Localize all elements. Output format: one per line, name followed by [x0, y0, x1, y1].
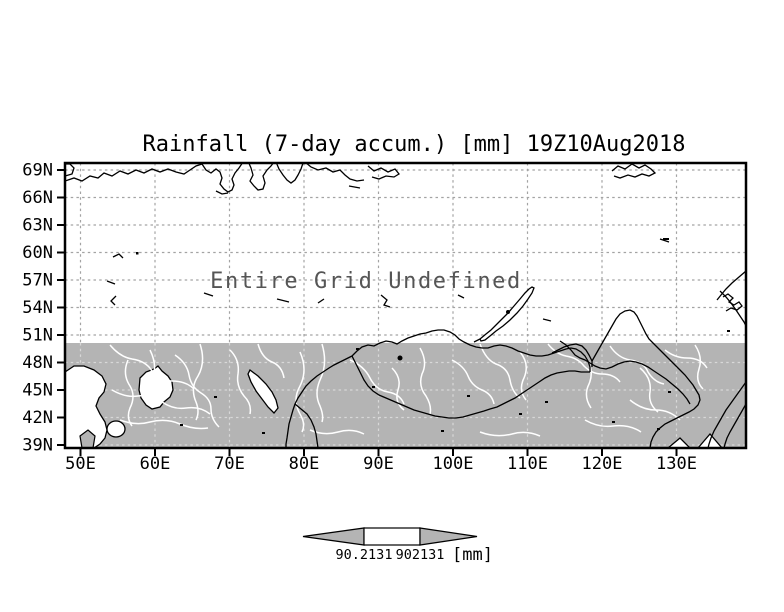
- map-frame: [63, 161, 748, 450]
- y-axis-tick-label: 45N: [22, 381, 53, 401]
- colorbar-left-value: 90.2131: [336, 547, 393, 563]
- entire-grid-undefined-message: Entire Grid Undefined: [210, 269, 522, 294]
- x-axis-tick-label: 80E: [289, 454, 320, 474]
- y-axis-tick-label: 57N: [22, 271, 53, 291]
- x-axis-tick-label: 120E: [582, 454, 623, 474]
- y-axis-tick-label: 48N: [22, 353, 53, 373]
- y-axis-tick-label: 39N: [22, 436, 53, 456]
- small-lakes-group: [136, 238, 730, 434]
- colorbar-units-label: [mm]: [452, 545, 493, 565]
- axis-ticks: [57, 169, 678, 456]
- x-axis-tick-label: 50E: [65, 454, 96, 474]
- colorbar-center-cell: [363, 527, 421, 546]
- y-axis-tick-label: 42N: [22, 408, 53, 428]
- coastal-bay-2: [666, 437, 691, 448]
- colorbar: 90.2131 902131 [mm]: [302, 527, 493, 565]
- y-axis-tick-label: 66N: [22, 188, 53, 208]
- colorbar-right-value: 902131: [396, 547, 445, 563]
- x-axis-tick-label: 110E: [507, 454, 548, 474]
- lake-baikal: [479, 286, 535, 342]
- y-axis-tick-label: 60N: [22, 243, 53, 263]
- colorbar-left-arrow: [302, 527, 365, 546]
- y-axis-labels: 69N 66N 63N 60N 57N 54N 51N 48N 45N 42N …: [22, 161, 53, 456]
- plot-title: Rainfall (7-day accum.) [mm] 19Z10Aug201…: [142, 132, 685, 157]
- rivers-group: [109, 343, 708, 437]
- lake-balkhash: [247, 369, 279, 414]
- caspian-sea: [65, 365, 108, 448]
- y-axis-tick-label: 54N: [22, 298, 53, 318]
- x-axis-tick-label: 100E: [433, 454, 474, 474]
- y-axis-tick-label: 51N: [22, 326, 53, 346]
- x-axis-tick-label: 130E: [656, 454, 697, 474]
- x-axis-labels: 50E 60E 70E 80E 90E 100E 110E 120E 130E: [65, 454, 697, 474]
- gridlines-white-band: [65, 163, 746, 343]
- x-axis-tick-label: 90E: [363, 454, 394, 474]
- colorbar-right-arrow: [419, 527, 478, 546]
- caspian-peninsula: [79, 429, 96, 448]
- y-axis-tick-label: 69N: [22, 161, 53, 181]
- aral-sea: [138, 365, 174, 410]
- x-axis-tick-label: 60E: [140, 454, 171, 474]
- y-axis-tick-label: 63N: [22, 216, 53, 236]
- x-axis-tick-label: 70E: [214, 454, 245, 474]
- kara-bogaz-lagoon: [106, 420, 126, 438]
- coastlines-borders-group: [65, 163, 746, 448]
